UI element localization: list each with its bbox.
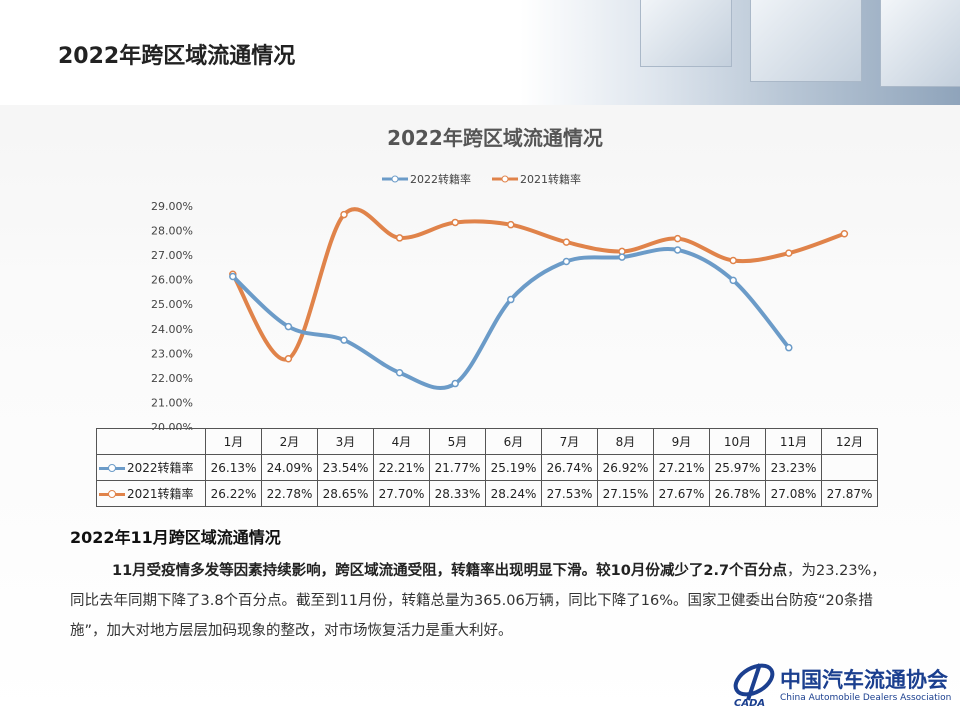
data-point [284, 354, 293, 363]
chart-title: 2022年跨区域流通情况 [387, 126, 603, 150]
category-cell: 3月 [317, 428, 374, 455]
paragraph-rest: ，为23.23%，同比去年同期下降了3.8个百分点。截至到11月份，转籍总量为3… [70, 563, 886, 639]
category-cell: 1月 [205, 428, 262, 455]
data-point [785, 249, 793, 257]
value-cell: 27.87% [821, 480, 878, 507]
y-tick-label: 29.00% [151, 200, 193, 213]
value-cell: 28.33% [429, 480, 486, 507]
data-point [562, 238, 571, 246]
analysis-paragraph: 11月受疫情多发等因素持续影响，跨区域流通受阻，转籍率出现明显下滑。较10月份减… [70, 556, 890, 646]
value-cell: 28.65% [317, 480, 374, 507]
category-cell: 6月 [485, 428, 542, 455]
row-header-2022: 2022转籍率 [96, 454, 206, 481]
value-cell: 27.70% [373, 480, 430, 507]
series-name: 2021转籍率 [127, 487, 194, 501]
data-point [395, 234, 404, 242]
decorative-cubes-image [520, 0, 960, 105]
series-name: 2022转籍率 [127, 461, 194, 475]
page-title: 2022年跨区域流通情况 [58, 44, 296, 69]
svg-text:CADA: CADA [734, 698, 765, 708]
header-banner: 2022年跨区域流通情况 [0, 0, 960, 105]
value-cell: 26.92% [597, 454, 654, 481]
value-cell [821, 454, 878, 481]
data-point [673, 234, 682, 243]
value-cell: 26.78% [709, 480, 766, 507]
data-point [673, 246, 682, 254]
value-cell: 24.09% [261, 454, 318, 481]
data-point [284, 322, 293, 331]
data-point [507, 295, 515, 304]
y-tick-label: 28.00% [151, 225, 193, 238]
data-point [562, 257, 571, 266]
value-cell: 26.13% [205, 454, 262, 481]
bold-sentence: 11月受疫情多发等因素持续影响，跨区域流通受阻，转籍率出现明显下滑。较10月份减… [112, 563, 788, 579]
category-cell: 5月 [429, 428, 486, 455]
y-tick-label: 26.00% [151, 274, 193, 287]
category-cell: 11月 [765, 428, 822, 455]
value-cell: 26.22% [205, 480, 262, 507]
value-cell: 23.23% [765, 454, 822, 481]
y-tick-label: 24.00% [151, 323, 193, 336]
category-cell: 4月 [373, 428, 430, 455]
value-cell: 27.21% [653, 454, 710, 481]
value-cell: 22.21% [373, 454, 430, 481]
logo-cn-text: 中国汽车流通协会 [780, 667, 948, 692]
data-point [618, 253, 626, 261]
value-cell: 27.08% [765, 480, 822, 507]
legend-marker [391, 175, 399, 183]
data-point [840, 229, 849, 238]
data-table: 1月 2月 3月 4月 5月 6月 7月 8月 9月 10月 11月 12月 2022转籍率 26.13… [96, 428, 878, 507]
value-cell: 25.97% [709, 454, 766, 481]
value-cell: 27.67% [653, 480, 710, 507]
data-point [340, 336, 348, 344]
value-cell: 26.74% [541, 454, 598, 481]
line-chart: 20.00% 21.00% 22.00% 23.00% 24.00% 25.00% 26.0… [151, 172, 849, 430]
y-tick-label: 20.00% [151, 421, 193, 430]
row-header-2021: 2021转籍率 [96, 480, 206, 507]
data-point [729, 276, 737, 285]
data-point [229, 272, 237, 281]
category-cell: 8月 [597, 428, 654, 455]
value-cell: 23.54% [317, 454, 374, 481]
y-tick-label: 27.00% [151, 249, 193, 262]
data-point [729, 256, 737, 265]
y-tick-label: 25.00% [151, 298, 193, 311]
table-corner [96, 428, 206, 455]
cada-emblem-icon: CADA [733, 663, 775, 708]
category-cell: 2月 [261, 428, 318, 455]
data-point [451, 218, 459, 227]
category-cell: 7月 [541, 428, 598, 455]
data-point [507, 220, 515, 229]
section-subtitle: 2022年11月跨区域流通情况 [70, 528, 281, 547]
value-cell: 27.15% [597, 480, 654, 507]
legend-marker [501, 175, 509, 183]
y-tick-label: 22.00% [151, 372, 193, 385]
series-line-2022转籍率 [230, 247, 791, 390]
value-cell: 22.78% [261, 480, 318, 507]
category-cell: 10月 [709, 428, 766, 455]
legend-label: 2021转籍率 [520, 172, 581, 186]
value-cell: 28.24% [485, 480, 542, 507]
value-cell: 27.53% [541, 480, 598, 507]
value-cell: 25.19% [485, 454, 542, 481]
category-cell: 12月 [821, 428, 878, 455]
y-tick-label: 23.00% [151, 347, 193, 360]
legend-label: 2022转籍率 [410, 172, 471, 186]
cada-logo: CADA 中国汽车流通协会 China Automobile Dealers A… [730, 660, 955, 710]
y-tick-label: 21.00% [151, 396, 193, 409]
data-point [451, 379, 459, 388]
data-point [395, 368, 404, 377]
data-point [340, 210, 348, 219]
logo-en-text: China Automobile Dealers Association [780, 693, 952, 703]
data-point [785, 343, 793, 352]
value-cell: 21.77% [429, 454, 486, 481]
category-cell: 9月 [653, 428, 710, 455]
